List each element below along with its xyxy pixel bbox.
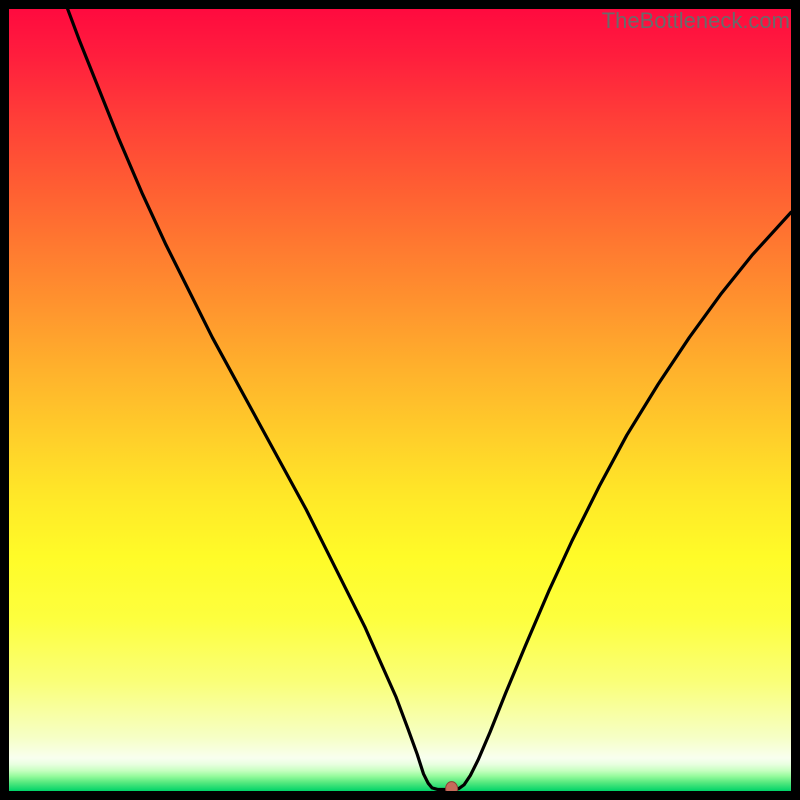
plot-area: [9, 9, 791, 791]
watermark-text: TheBottleneck.com: [602, 8, 790, 34]
min-marker: [446, 782, 458, 791]
plot-svg: [9, 9, 791, 791]
curve-path: [68, 9, 791, 789]
